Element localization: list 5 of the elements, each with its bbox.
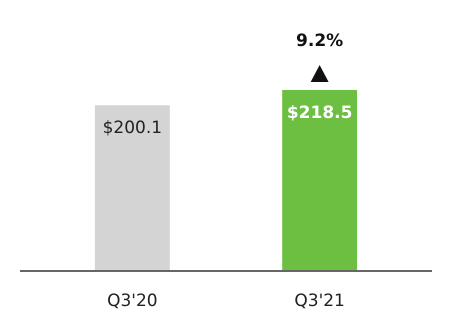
annotation: 9.2% bbox=[296, 31, 344, 51]
x-tick-label: Q3'20 bbox=[107, 291, 158, 311]
data-label: $200.1 bbox=[102, 118, 162, 138]
x-tick-label: Q3'21 bbox=[294, 291, 345, 311]
data-label: $218.5 bbox=[286, 103, 352, 123]
